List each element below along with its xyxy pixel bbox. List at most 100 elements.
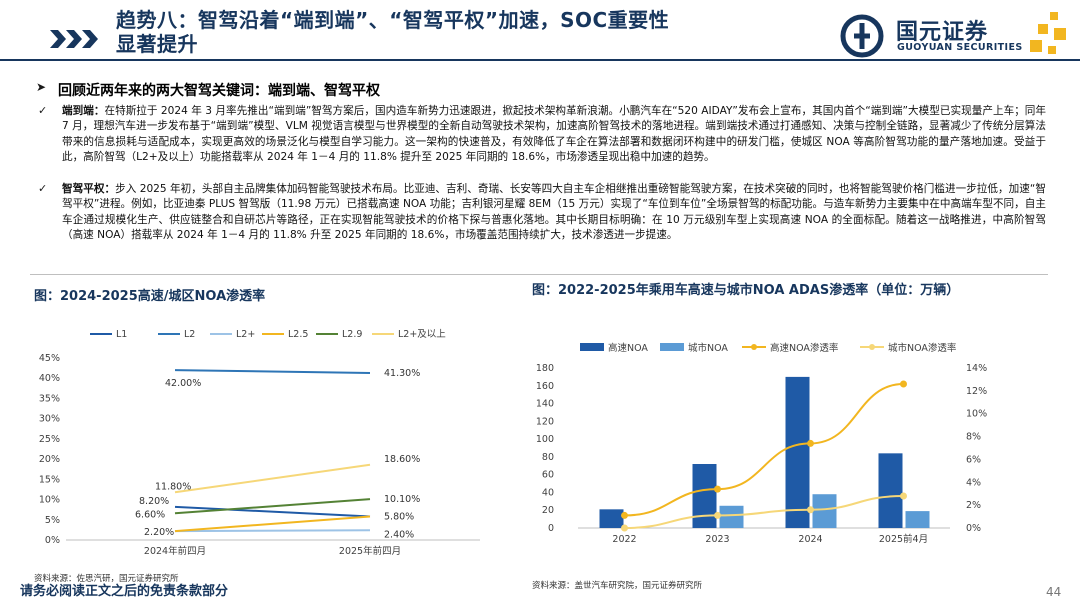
data-label: 18.60% (384, 454, 420, 465)
bar (599, 509, 624, 528)
y-tick-label: 160 (536, 381, 554, 392)
y2-tick-label: 8% (966, 432, 981, 443)
x-tick-label: 2023 (705, 534, 729, 545)
x-tick-label: 2024年前四月 (144, 545, 206, 557)
y-tick-label: 45% (39, 353, 60, 364)
y-tick-label: 40% (39, 373, 60, 384)
figure-left-title: 图：2024-2025高速/城区NOA渗透率 (34, 289, 266, 304)
bar (719, 505, 744, 528)
page-title-line2: 显著提升 (116, 32, 198, 56)
series-line (174, 498, 371, 515)
data-label: 11.80% (155, 481, 191, 492)
y-tick-label: 10% (39, 495, 60, 506)
paragraph-end-to-end: 端到端：在特斯拉于 2024 年 3 月率先推出“端到端”智驾方案后，国内造车新… (62, 104, 1046, 165)
data-label: 10.10% (384, 494, 420, 505)
figure-right-source: 资料来源：盖世汽车研究院，国元证券研究所 (532, 581, 703, 591)
legend-label: 高速NOA渗透率 (770, 342, 839, 354)
y2-tick-label: 2% (966, 500, 981, 511)
y-tick-label: 100 (536, 434, 554, 445)
check-bullet-icon: ✓ (38, 182, 48, 195)
y-tick-label: 80 (542, 452, 554, 463)
bar (905, 511, 930, 528)
series-line (174, 529, 371, 533)
check-bullet-icon: ✓ (38, 104, 48, 117)
y2-tick-label: 10% (966, 409, 987, 420)
legend-label: L2+ (236, 329, 255, 340)
page-title-line1: 趋势八：智驾沿着“端到端”、“智驾平权”加速，SOC重要性 (116, 8, 670, 32)
y-tick-label: 120 (536, 416, 554, 427)
y-tick-label: 20% (39, 454, 60, 465)
footer-disclaimer: 请务必阅读正文之后的免责条款部分 (20, 584, 229, 599)
y-tick-label: 180 (536, 363, 554, 374)
page-number: 44 (1046, 585, 1062, 599)
paragraph-driving-equality: 智驾平权：步入 2025 年初，头部自主品牌集体加码智能驾驶技术布局。比亚迪、吉… (62, 182, 1046, 243)
y-tick-label: 140 (536, 399, 554, 410)
section-heading: 回顾近两年来的两大智驾关键词：端到端、智驾平权 (58, 83, 380, 99)
y2-tick-label: 6% (966, 454, 981, 465)
chart-noa-penetration-by-level: 0% 5% 10% 15% 20% 25% 30% 35% 40% 45% 2024年前四月 2025… (39, 329, 480, 557)
figure-left-source: 资料来源：佐思汽研，国元证券研究所 (34, 574, 179, 584)
line-point (714, 511, 721, 519)
bar (878, 453, 903, 528)
y2-tick-label: 0% (966, 523, 981, 534)
y-tick-label: 25% (39, 434, 60, 445)
legend-swatch (580, 343, 604, 351)
y-tick-label: 5% (45, 515, 60, 526)
data-label: 2.20% (144, 527, 174, 538)
line-point (621, 524, 628, 532)
y-tick-label: 0% (45, 535, 60, 546)
bar (692, 464, 717, 528)
arrow-bullet-icon: ➤ (36, 80, 47, 94)
data-label: 6.60% (135, 509, 165, 520)
y-tick-label: 15% (39, 474, 60, 485)
legend-marker (751, 344, 757, 350)
gold-squares-decoration-icon (1030, 12, 1066, 54)
line-point (621, 511, 628, 519)
paragraph-text: 在特斯拉于 2024 年 3 月率先推出“端到端”智驾方案后，国内造车新势力迅速… (62, 105, 1047, 163)
title-arrows-icon (50, 30, 98, 48)
legend-label: L2 (184, 329, 195, 340)
series-line (174, 515, 371, 533)
data-label: 41.30% (384, 368, 420, 379)
y2-tick-label: 12% (966, 386, 987, 397)
legend-label: 城市NOA渗透率 (888, 342, 957, 354)
y-tick-label: 20 (542, 505, 554, 516)
logo-emblem-icon (840, 14, 884, 58)
y-tick-label: 60 (542, 470, 554, 481)
x-tick-label: 2022 (612, 534, 636, 545)
y2-tick-label: 14% (966, 363, 987, 374)
data-label: 8.20% (139, 496, 169, 507)
series-line (174, 505, 371, 518)
logo-english-name: GUOYUAN SECURITIES (897, 42, 1023, 53)
legend-label: 高速NOA (608, 342, 648, 354)
legend-label: L2+及以上 (398, 329, 446, 340)
series-line (624, 495, 904, 529)
x-tick-label: 2025前4月 (879, 533, 928, 545)
series-line (174, 463, 371, 494)
paragraph-divider (30, 274, 1048, 275)
data-label: 2.40% (384, 529, 414, 540)
paragraph-lead: 智驾平权： (62, 183, 116, 195)
legend-swatch (660, 343, 684, 351)
x-tick-label: 2024 (798, 534, 822, 545)
paragraph-lead: 端到端： (62, 105, 105, 117)
y2-tick-label: 4% (966, 477, 981, 488)
bar (785, 376, 810, 528)
data-label: 5.80% (384, 512, 414, 523)
legend-label: L1 (116, 329, 127, 340)
line-point (714, 485, 721, 493)
legend-label: 城市NOA (688, 342, 728, 354)
y-tick-label: 0 (548, 523, 554, 534)
y-tick-label: 40 (542, 487, 554, 498)
legend-marker (869, 344, 875, 350)
logo-chinese-name: 国元证券 (896, 20, 989, 45)
page-title: 趋势八：智驾沿着“端到端”、“智驾平权”加速，SOC重要性 显著提升 (116, 8, 816, 56)
line-point (807, 439, 814, 447)
y-tick-label: 30% (39, 414, 60, 425)
series-line (174, 369, 371, 374)
legend-label: L2.5 (288, 329, 308, 340)
figure-right-title: 图：2022-2025年乘用车高速与城市NOA ADAS渗透率（单位：万辆） (532, 283, 960, 298)
x-tick-label: 2025年前四月 (339, 545, 401, 557)
chart-noa-adas-volume: 0 20 40 60 80 100 120 140 160 180 0% 2% 4% 6% 8% 10% 12%… (536, 342, 987, 545)
header-divider (0, 59, 1080, 61)
